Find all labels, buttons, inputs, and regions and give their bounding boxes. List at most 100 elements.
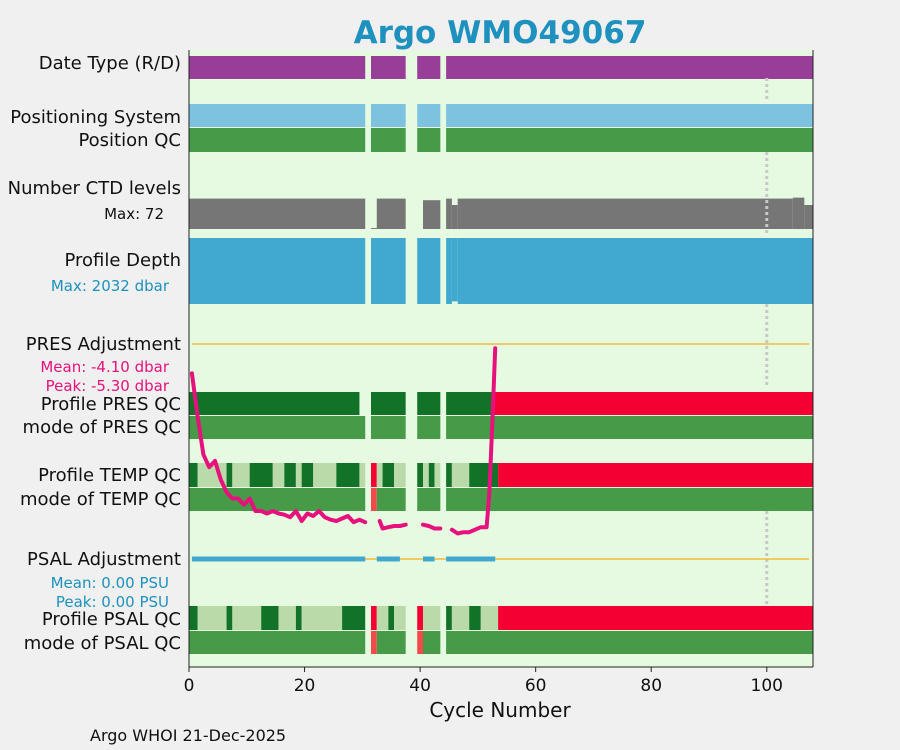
profile-temp-qc-segment	[313, 463, 337, 487]
profile-temp-qc-segment	[284, 463, 296, 487]
pres-adjustment-curve	[189, 346, 498, 536]
mode-temp-qc-segment	[189, 488, 366, 511]
date-type-segment	[189, 56, 366, 79]
label-date-type: Date Type (R/D)	[39, 53, 181, 74]
mode-psal-qc-segment	[423, 631, 441, 654]
profile-psal-qc-segment	[451, 606, 470, 630]
profile-pres-qc-segment	[417, 392, 441, 415]
label-position-qc: Position QC	[78, 130, 181, 151]
profile-depth-bar	[417, 238, 441, 304]
profile-psal-qc-segment	[480, 606, 499, 630]
mode-psal-qc-segment	[371, 631, 377, 654]
mode-pres-qc-segment	[371, 416, 406, 439]
profile-temp-qc-segment	[226, 463, 233, 487]
mode-psal-qc-segment	[376, 631, 406, 654]
profile-psal-qc-segment	[446, 606, 452, 630]
pres-mean-label: Mean: -4.10 dbar	[40, 358, 170, 376]
profile-temp-qc-segment	[434, 463, 441, 487]
x-tick-label: 40	[409, 676, 431, 696]
date-type-segment	[371, 56, 406, 79]
profile-temp-qc-segment	[394, 463, 406, 487]
ctd-level-bar	[376, 198, 406, 229]
x-axis: 0 20 40 60 80 100	[184, 50, 814, 696]
mode-psal-qc-segment	[189, 631, 366, 654]
profile-temp-qc-segment	[382, 463, 395, 487]
mode-psal-qc-segment	[417, 631, 423, 654]
ctd-level-bar	[804, 205, 813, 229]
profile-temp-qc-segment	[469, 463, 499, 487]
label-mode-temp-qc: mode of TEMP QC	[20, 489, 181, 510]
profile-psal-qc-segment	[232, 606, 262, 630]
ctd-level-bar	[457, 198, 793, 229]
bars-layer	[189, 56, 813, 654]
profile-pres-qc-segment	[371, 392, 406, 415]
ctd-level-bar	[792, 197, 805, 229]
plot-background	[189, 50, 813, 667]
label-profile-psal-qc: Profile PSAL QC	[42, 609, 181, 630]
label-psal-adjustment: PSAL Adjustment	[27, 549, 181, 570]
row-labels: Date Type (R/D) Positioning System Posit…	[8, 53, 181, 654]
profile-temp-qc-segment	[336, 463, 360, 487]
positioning-segment	[446, 104, 813, 127]
profile-psal-qc-segment	[388, 606, 395, 630]
ctd-level-bar	[371, 228, 377, 229]
ctd-level-bar	[446, 198, 452, 229]
profile-temp-qc-segment	[423, 463, 429, 487]
profile-depth-bar	[371, 238, 406, 304]
ctd-level-bar	[451, 205, 458, 229]
profile-psal-qc-segment	[295, 606, 302, 630]
positioning-segment	[371, 104, 406, 127]
profile-psal-qc-segment	[394, 606, 406, 630]
position-qc-segment	[189, 128, 366, 152]
profile-temp-qc-segment	[376, 463, 383, 487]
position-qc-segment	[417, 128, 441, 152]
date-type-segment	[446, 56, 813, 79]
profile-psal-qc-segment	[278, 606, 296, 630]
profile-psal-qc-segment	[342, 606, 366, 630]
pres-peak-label: Peak: -5.30 dbar	[46, 377, 170, 395]
profile-psal-qc-segment	[261, 606, 279, 630]
profile-psal-qc-segment	[469, 606, 481, 630]
chart-title: Argo WMO49067	[354, 15, 647, 51]
profile-depth-bar	[189, 238, 366, 304]
mode-pres-qc-segment	[189, 416, 366, 439]
x-tick-label: 100	[751, 676, 783, 696]
x-tick-label: 60	[525, 676, 547, 696]
mode-pres-qc-segment	[417, 416, 441, 439]
label-profile-temp-qc: Profile TEMP QC	[38, 465, 181, 486]
x-tick-label: 80	[640, 676, 662, 696]
profile-temp-qc-segment	[371, 463, 377, 487]
profile-temp-qc-segment	[428, 463, 435, 487]
mode-temp-qc-segment	[371, 488, 377, 511]
profile-pres-qc-segment	[492, 392, 813, 415]
x-tick-label: 0	[184, 676, 195, 696]
title-prefix: Argo WMO	[354, 15, 539, 51]
label-profile-depth: Profile Depth	[64, 250, 181, 271]
title-wmo: 49067	[539, 15, 647, 51]
position-qc-segment	[446, 128, 813, 152]
positioning-segment	[417, 104, 441, 127]
profile-temp-qc-segment	[498, 463, 813, 487]
label-profile-pres-qc: Profile PRES QC	[41, 394, 181, 415]
profile-depth-bar	[446, 238, 452, 304]
ctd-max-label: Max: 72	[104, 205, 164, 223]
depth-max-label: Max: 2032 dbar	[51, 277, 170, 295]
position-qc-segment	[371, 128, 406, 152]
mode-temp-qc-segment	[376, 488, 406, 511]
profile-temp-qc-segment	[295, 463, 302, 487]
profile-temp-qc-segment	[232, 463, 250, 487]
x-tick-label: 20	[294, 676, 316, 696]
mode-temp-qc-segment	[446, 488, 813, 511]
label-ctd-levels: Number CTD levels	[8, 178, 181, 199]
profile-psal-qc-segment	[417, 606, 423, 630]
label-mode-pres-qc: mode of PRES QC	[23, 417, 181, 438]
label-positioning-system: Positioning System	[10, 107, 181, 128]
psal-mean-label: Mean: 0.00 PSU	[51, 574, 169, 592]
profile-temp-qc-segment	[189, 463, 198, 487]
profile-temp-qc-segment	[359, 463, 366, 487]
profile-temp-qc-segment	[249, 463, 273, 487]
label-pres-adjustment: PRES Adjustment	[26, 334, 181, 355]
profile-pres-qc-segment	[189, 392, 360, 415]
profile-psal-qc-segment	[301, 606, 343, 630]
